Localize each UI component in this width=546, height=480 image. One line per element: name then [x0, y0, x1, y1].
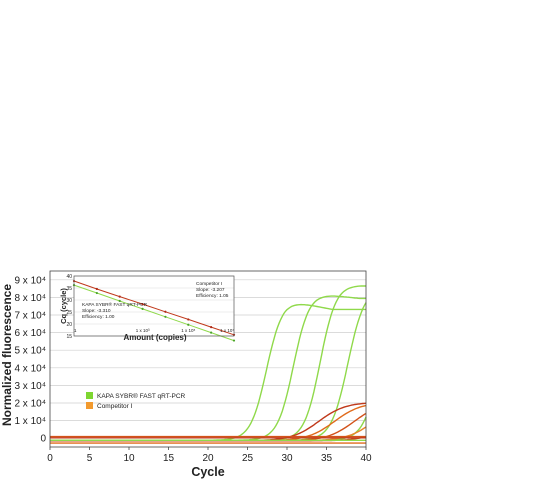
y-tick-label: 2 x 10⁴ [14, 399, 46, 410]
inset-x-tick-labels: 1 1 x 10³ 1 x 10⁵ 1 x 10⁷ [74, 328, 234, 333]
inset-data-point [187, 318, 190, 321]
x-tick-label: 30 [281, 453, 293, 464]
x-tick-label: 40 [360, 453, 372, 464]
x-axis-label: Cycle [191, 465, 224, 479]
competitor-annotation-line: Competitor I [196, 281, 222, 287]
y-tick-label: 0 [40, 434, 46, 445]
kapa-annotation-line: Efficiency: 1.00 [82, 314, 115, 320]
inset-data-point [141, 307, 144, 310]
y-tick-label: 1 x 10⁴ [14, 416, 46, 427]
kapa-annotation-line: KAPA SYBR® FAST qRT-PCR [82, 301, 148, 308]
inset-y-tick-label: 20 [66, 322, 72, 328]
inset-data-point [118, 295, 121, 298]
inset-data-point [95, 291, 98, 295]
x-tick-labels: 0 5 10 15 20 25 30 35 40 [47, 447, 372, 464]
x-tick-label: 20 [202, 453, 214, 464]
inset-y-tick-label: 25 [66, 310, 72, 316]
y-tick-label: 9 x 10⁴ [14, 275, 46, 286]
inset-fit-line [73, 284, 235, 342]
inset-data-point [95, 287, 98, 291]
inset-series [72, 279, 236, 342]
y-tick-label: 3 x 10⁴ [14, 381, 46, 392]
y-tick-labels: 0 1 x 10⁴ 2 x 10⁴ 3 x 10⁴ 4 x 10⁴ 5 x 10⁴ 6 x … [14, 275, 46, 444]
y-axis-label: Normalized fluorescence [0, 284, 14, 426]
legend-label: Competitor I [97, 403, 133, 410]
x-tick-label: 0 [47, 453, 53, 464]
inset-data-point [210, 326, 213, 329]
inset-y-tick-label: 35 [66, 286, 72, 292]
amplification-chart: 0 1 x 10⁴ 2 x 10⁴ 3 x 10⁴ 4 x 10⁴ 5 x 10⁴ 6 x … [0, 270, 372, 479]
inset-data-point [187, 323, 190, 326]
inset-data-point [164, 315, 167, 318]
x-tick-label: 10 [123, 453, 135, 464]
y-tick-label: 7 x 10⁴ [14, 311, 46, 322]
inset-x-tick-label: 1 x 10⁵ [181, 328, 195, 333]
inset-frame [73, 275, 235, 337]
inset-y-tick-labels: 15 20 25 30 35 40 [66, 274, 72, 340]
x-tick-label: 35 [321, 453, 333, 464]
inset-data-point [232, 339, 236, 342]
inset-data-point [210, 331, 213, 334]
inset-x-tick-label: 1 x 10³ [136, 328, 150, 333]
inset-y-tick-label: 40 [66, 274, 72, 280]
amplification-curves [50, 285, 367, 444]
inset-x-axis-label: Amount (copies) [123, 333, 186, 342]
inset-y-axis-label: Cq (cycle) [59, 288, 68, 324]
x-tick-label: 5 [87, 453, 93, 464]
competitor-annotation-line: Slope: -3.207 [196, 287, 225, 293]
y-tick-label: 6 x 10⁴ [14, 328, 46, 339]
kapa-annotation-line: Slope: -3.310 [82, 308, 111, 314]
standard-curve-inset: 15 20 25 30 35 40 1 1 x 10³ 1 x 10⁵ 1 x 10⁷ Amou… [59, 274, 236, 342]
legend: KAPA SYBR® FAST qRT-PCR Competitor I [86, 392, 186, 410]
inset-data-point [141, 302, 144, 306]
legend-swatch [86, 392, 93, 399]
inset-x-tick-label: 1 [74, 328, 77, 333]
x-tick-label: 15 [163, 453, 175, 464]
inset-data-point [118, 299, 121, 303]
inset-y-tick-label: 30 [66, 298, 72, 304]
competitor-annotation-line: Efficiency: 1.05 [196, 293, 229, 299]
legend-swatch [86, 402, 93, 409]
x-tick-label: 25 [242, 453, 254, 464]
y-tick-label: 4 x 10⁴ [14, 363, 46, 374]
inset-y-tick-label: 15 [66, 334, 72, 340]
inset-data-point [164, 310, 167, 313]
inset-fit-line [73, 280, 235, 336]
inset-x-tick-label: 1 x 10⁷ [220, 328, 234, 333]
legend-label: KAPA SYBR® FAST qRT-PCR [97, 392, 186, 400]
y-tick-label: 5 x 10⁴ [14, 346, 46, 357]
y-tick-label: 8 x 10⁴ [14, 293, 46, 304]
